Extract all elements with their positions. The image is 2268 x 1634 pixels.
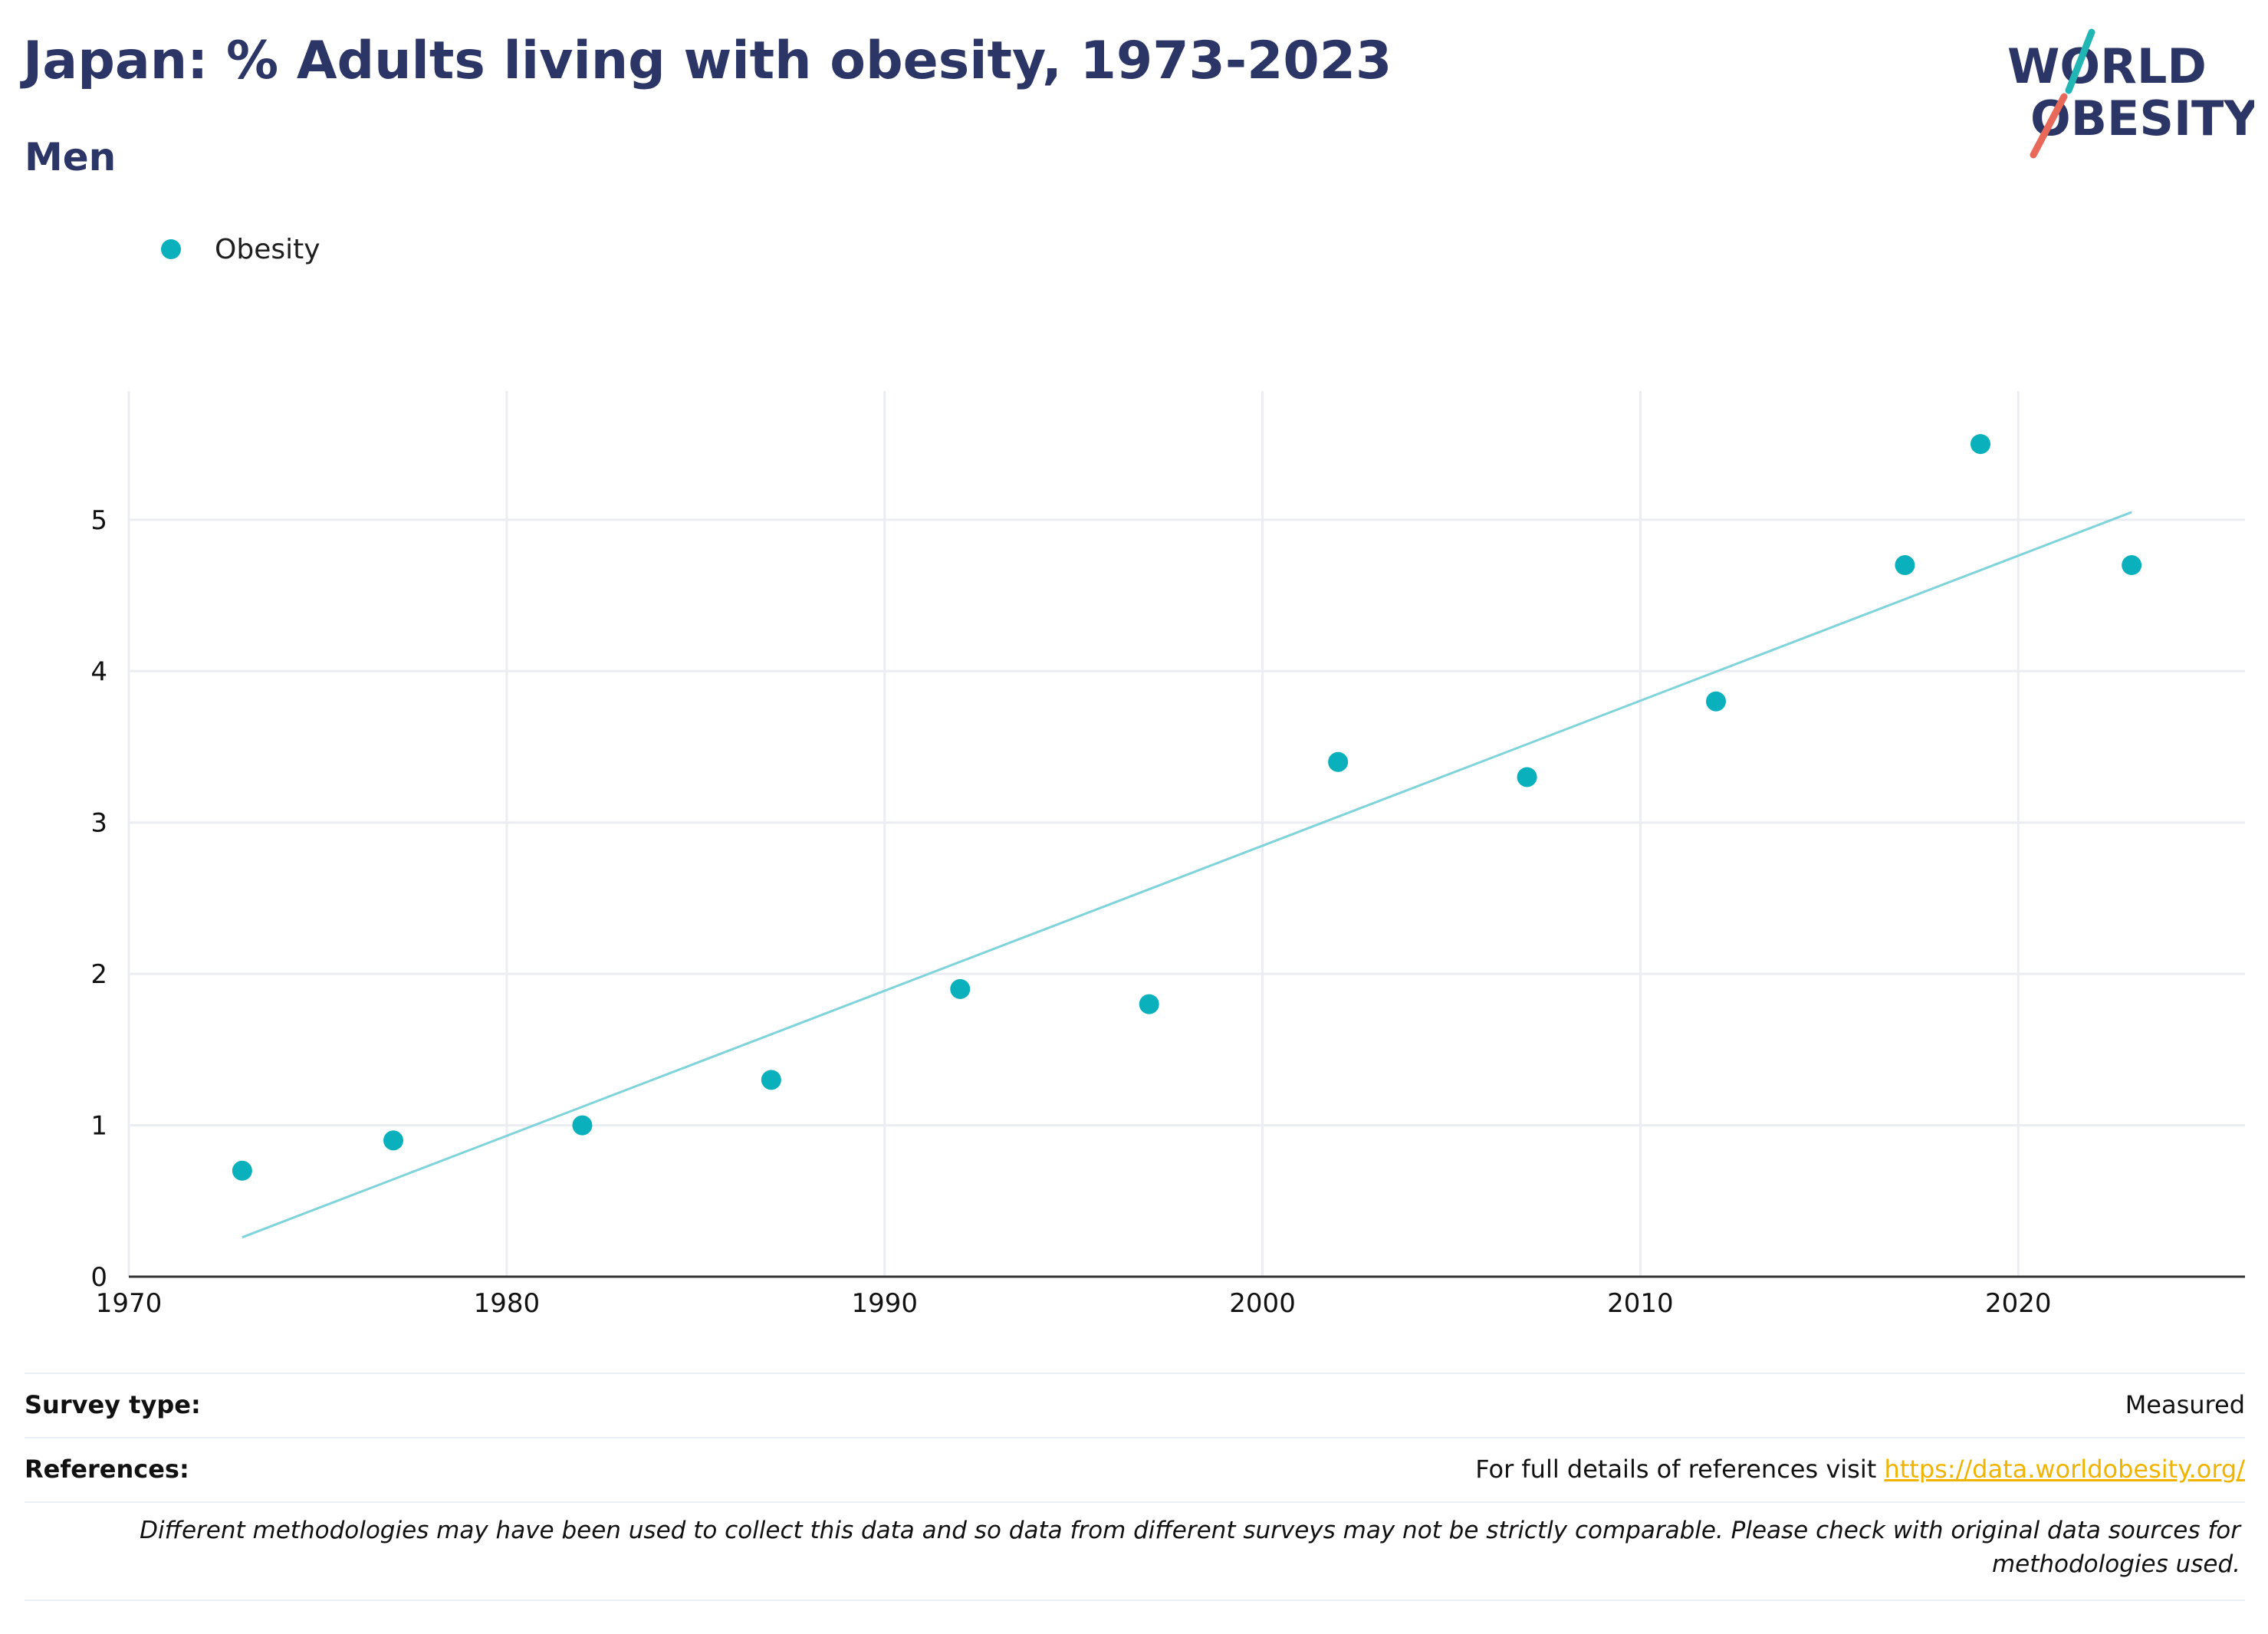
y-axis-ticks: 0 1 2 3 4 5: [90, 505, 107, 1293]
data-point: [1517, 767, 1537, 787]
footer-divider: [25, 1373, 2245, 1374]
legend-marker: [161, 239, 181, 259]
references-link[interactable]: https://data.worldobesity.org/: [1884, 1455, 2245, 1484]
survey-type-value: Measured: [2125, 1390, 2245, 1419]
references-prefix: For full details of references visit: [1475, 1455, 1885, 1484]
scatter-chart: 1970 1980 1990 2000 2010 2020 0 1 2 3 4 5: [90, 391, 2245, 1319]
footer-divider: [25, 1501, 2245, 1503]
data-point: [1328, 751, 1349, 772]
survey-type-label: Survey type:: [25, 1390, 201, 1419]
data-point: [572, 1115, 593, 1136]
data-point: [383, 1130, 403, 1151]
x-tick-label: 1970: [96, 1288, 163, 1319]
data-point: [761, 1070, 781, 1090]
data-point: [1895, 555, 1915, 576]
references-label: References:: [25, 1455, 189, 1484]
x-tick-label: 2020: [1985, 1288, 2052, 1319]
data-point: [1971, 434, 1990, 455]
y-tick-label: 5: [90, 505, 107, 536]
legend-label-obesity: Obesity: [215, 233, 320, 265]
data-points: [232, 434, 2142, 1181]
methodology-note: Different methodologies may have been us…: [140, 1517, 2240, 1578]
x-tick-label: 1980: [474, 1288, 541, 1319]
x-axis-ticks: 1970 1980 1990 2000 2010 2020: [96, 1288, 2052, 1319]
chart-legend[interactable]: Obesity: [161, 230, 320, 268]
y-tick-label: 3: [90, 808, 107, 839]
y-tick-label: 0: [90, 1262, 107, 1293]
trendline-group: [242, 511, 2132, 1239]
data-point: [950, 978, 971, 999]
references-row: References: For full details of referenc…: [25, 1452, 2245, 1486]
x-tick-label: 1990: [851, 1288, 918, 1319]
y-tick-label: 2: [90, 959, 107, 990]
data-point: [1139, 994, 1159, 1014]
chart-title: Japan: % Adults living with obesity, 197…: [23, 31, 1392, 91]
chart-subtitle: Men: [25, 135, 117, 179]
x-tick-label: 2010: [1607, 1288, 1674, 1319]
logo-line-world: WORLD: [2007, 38, 2207, 94]
y-tick-label: 1: [90, 1111, 107, 1142]
world-obesity-logo[interactable]: WORLD OBESITY: [1994, 23, 2254, 161]
data-point: [232, 1160, 252, 1181]
x-tick-label: 2000: [1229, 1288, 1296, 1319]
data-point: [2122, 555, 2142, 576]
footer-divider: [25, 1437, 2245, 1438]
references-text: For full details of references visit htt…: [1475, 1455, 2245, 1484]
logo-slash-top: [2065, 28, 2095, 94]
trendline: [242, 511, 2132, 1239]
chart-grid: [127, 391, 2245, 1277]
data-point: [1706, 691, 1726, 712]
logo-line-obesity: OBESITY: [2030, 90, 2254, 146]
y-tick-label: 4: [90, 656, 107, 687]
logo-slash-bottom: [2030, 93, 2068, 159]
survey-type-row: Survey type: Measured: [25, 1388, 2245, 1422]
footer-divider: [25, 1599, 2245, 1601]
